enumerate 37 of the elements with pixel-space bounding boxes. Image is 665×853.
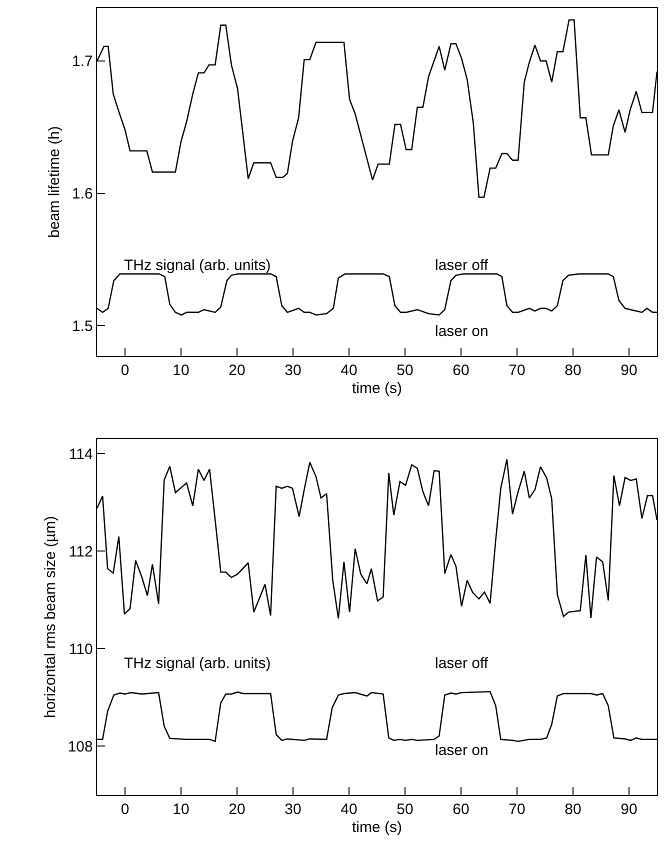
x-tick-label: 10 bbox=[172, 362, 190, 380]
x-tick-label: 50 bbox=[396, 801, 414, 818]
y-tick-label: 114 bbox=[68, 446, 93, 463]
x-tick-label: 10 bbox=[172, 801, 190, 818]
x-tick-label: 20 bbox=[228, 362, 246, 380]
y-tick-label: 1.7 bbox=[72, 53, 93, 70]
x-axis-title: time (s) bbox=[352, 380, 402, 398]
y-axis-title: beam lifetime (h) bbox=[46, 126, 64, 238]
x-tick-label: 40 bbox=[340, 362, 358, 380]
x-tick-label: 40 bbox=[340, 801, 358, 818]
y-tick-label: 1.5 bbox=[72, 318, 93, 335]
annotation: laser off bbox=[435, 655, 489, 672]
x-tick-label: 70 bbox=[508, 801, 526, 818]
x-tick-label: 30 bbox=[284, 801, 302, 818]
y-tick-label: 108 bbox=[68, 738, 93, 756]
x-axis-title: time (s) bbox=[352, 819, 402, 836]
annotation: laser on bbox=[435, 323, 488, 340]
annotation: THz signal (arb. units) bbox=[124, 655, 271, 672]
y-tick-label: 112 bbox=[68, 543, 93, 560]
x-tick-label: 50 bbox=[396, 362, 414, 380]
x-tick-label: 70 bbox=[508, 362, 526, 380]
x-tick-label: 80 bbox=[564, 362, 582, 380]
x-tick-label: 30 bbox=[284, 362, 302, 380]
x-tick-label: 0 bbox=[120, 362, 130, 380]
x-tick-label: 90 bbox=[620, 362, 638, 380]
y-tick-label: 1.6 bbox=[72, 186, 93, 202]
x-tick-label: 60 bbox=[452, 362, 470, 380]
y-axis-title: horizontal rms beam size (µm) bbox=[42, 516, 60, 718]
y-tick-label: 110 bbox=[68, 640, 93, 658]
x-tick-label: 0 bbox=[120, 801, 130, 818]
x-tick-label: 90 bbox=[620, 801, 638, 818]
x-tick-label: 80 bbox=[564, 801, 582, 818]
annotation: laser on bbox=[435, 742, 488, 759]
x-tick-label: 20 bbox=[228, 801, 246, 818]
x-tick-label: 60 bbox=[452, 801, 470, 818]
annotation: laser off bbox=[435, 257, 489, 274]
annotation: THz signal (arb. units) bbox=[124, 257, 271, 274]
